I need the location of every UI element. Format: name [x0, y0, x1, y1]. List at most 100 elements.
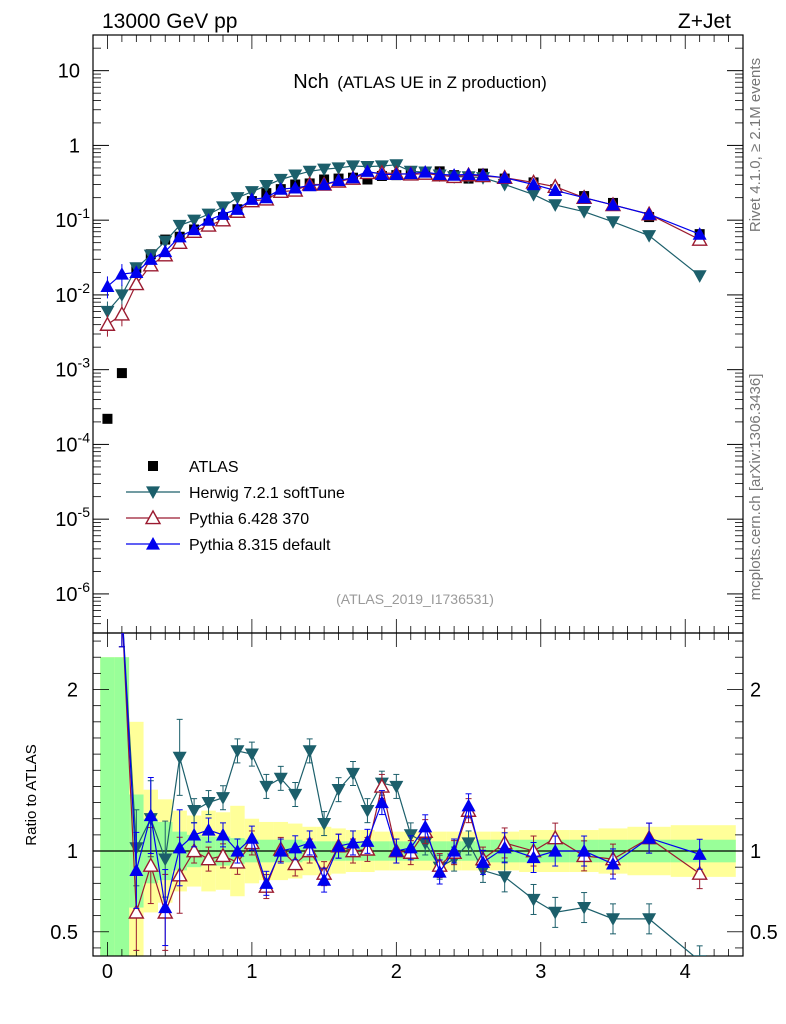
data-point: [273, 173, 288, 187]
data-point: [374, 167, 389, 180]
ratio-data-point: [606, 856, 620, 870]
data-point: [158, 244, 173, 258]
process-label: Z+Jet: [678, 10, 731, 33]
ratio-data-point: [302, 745, 317, 758]
ratio-data-point: [128, 903, 145, 919]
y-tick-exponent: -4: [78, 429, 91, 445]
ratio-data-point: [100, 521, 114, 534]
ratio-data-point: [360, 805, 375, 818]
y-tick-label: 10-3: [55, 355, 90, 382]
data-point: [201, 213, 216, 226]
y-tick-base: 10: [55, 360, 77, 382]
ratio-data-point: [216, 827, 230, 841]
data-point: [129, 265, 144, 279]
data-point: [288, 180, 303, 194]
ratio-data-point: [244, 831, 259, 844]
ratio-data-point: [230, 844, 245, 857]
y-tick-label: 10-6: [55, 579, 90, 606]
ratio-data-point: [317, 817, 332, 831]
data-point: [548, 199, 563, 212]
series-line: [107, 170, 700, 287]
ratio-y-tick-label: 2: [67, 680, 78, 702]
data-point: [102, 413, 113, 424]
data-point: [692, 227, 707, 240]
data-point: [526, 188, 541, 202]
ratio-data-point: [432, 865, 447, 878]
ratio-data-point: [548, 906, 563, 920]
data-point: [230, 192, 245, 205]
ratio-data-point: [172, 840, 187, 854]
ratio-data-point: [331, 784, 346, 797]
ratio-data-point: [187, 827, 202, 841]
y-tick-base: 10: [55, 285, 77, 307]
legend-item: Pythia 8.315 default: [126, 537, 331, 554]
ratio-data-point: [201, 796, 216, 810]
ratio-data-point: [244, 748, 259, 762]
ratio-data-point: [172, 751, 187, 765]
ratio-series-pythia-8-315-default: [118, 633, 707, 947]
data-point: [360, 164, 375, 177]
ratio-data-point: [692, 955, 707, 956]
data-point: [100, 279, 115, 292]
ratio-data-point: [142, 857, 159, 872]
data-point: [187, 214, 202, 228]
data-point: [606, 197, 620, 211]
ratio-data-point: [302, 835, 317, 849]
data-point: [642, 207, 657, 220]
ratio-series-layer: [100, 521, 708, 956]
ratio-data-point: [642, 913, 657, 926]
data-point: [158, 235, 173, 249]
series-herwig-7-2-1-softtune: [100, 159, 707, 324]
x-tick-label: 4: [680, 961, 691, 983]
ratio-data-point: [129, 863, 144, 877]
data-point: [143, 252, 158, 265]
ratio-data-point: [288, 840, 303, 854]
series-pythia-8-315-default: [100, 164, 707, 299]
y-tick-label: 10-5: [55, 504, 90, 531]
y-tick-base: 10: [55, 509, 77, 531]
ratio-data-point: [346, 835, 360, 849]
data-point: [606, 216, 620, 229]
ratio-data-point: [577, 901, 592, 915]
data-point: [461, 167, 476, 180]
ratio-data-point: [201, 823, 216, 836]
data-point: [230, 202, 245, 215]
ratio-data-point: [461, 837, 476, 850]
data-point: [497, 170, 512, 184]
ratio-data-point: [158, 853, 173, 867]
data-point: [331, 173, 346, 187]
x-tick-label: 1: [246, 961, 257, 983]
ratio-data-point: [259, 876, 274, 889]
data-point: [403, 166, 418, 180]
ratio-data-point: [691, 865, 708, 880]
ratio-data-point: [259, 780, 274, 794]
series-line: [106, 164, 701, 312]
data-point: [128, 275, 145, 291]
ratio-band-green: [100, 657, 115, 956]
legend-label: ATLAS: [189, 459, 239, 476]
plot-title-group: Nch (ATLAS UE in Z production): [293, 71, 546, 93]
y-tick-exponent: -5: [78, 504, 91, 520]
main-series-layer: [99, 159, 708, 424]
data-point: [114, 267, 129, 280]
ratio-ylabel: Ratio to ATLAS: [23, 744, 40, 845]
ratio-data-point: [273, 772, 288, 786]
ratio-data-point: [606, 913, 620, 926]
ratio-data-point: [577, 844, 592, 857]
data-point: [302, 178, 317, 192]
data-point: [259, 190, 274, 204]
y-tick-base: 1: [69, 135, 80, 157]
legend-item: ATLAS: [148, 459, 239, 476]
legend: ATLAS Herwig 7.2.1 softTune Pythia 6.428 3…: [126, 459, 345, 554]
ratio-data-point: [185, 842, 203, 858]
ratio-plot-frame: [92, 632, 744, 957]
ratio-series-line: [122, 633, 695, 956]
ratio-data-point: [692, 847, 707, 860]
data-point: [172, 219, 187, 233]
data-point: [346, 170, 360, 184]
plot-subtitle: (ATLAS UE in Z production): [337, 73, 546, 92]
ratio-data-point: [346, 767, 360, 781]
y-tick-base: 10: [58, 61, 80, 83]
